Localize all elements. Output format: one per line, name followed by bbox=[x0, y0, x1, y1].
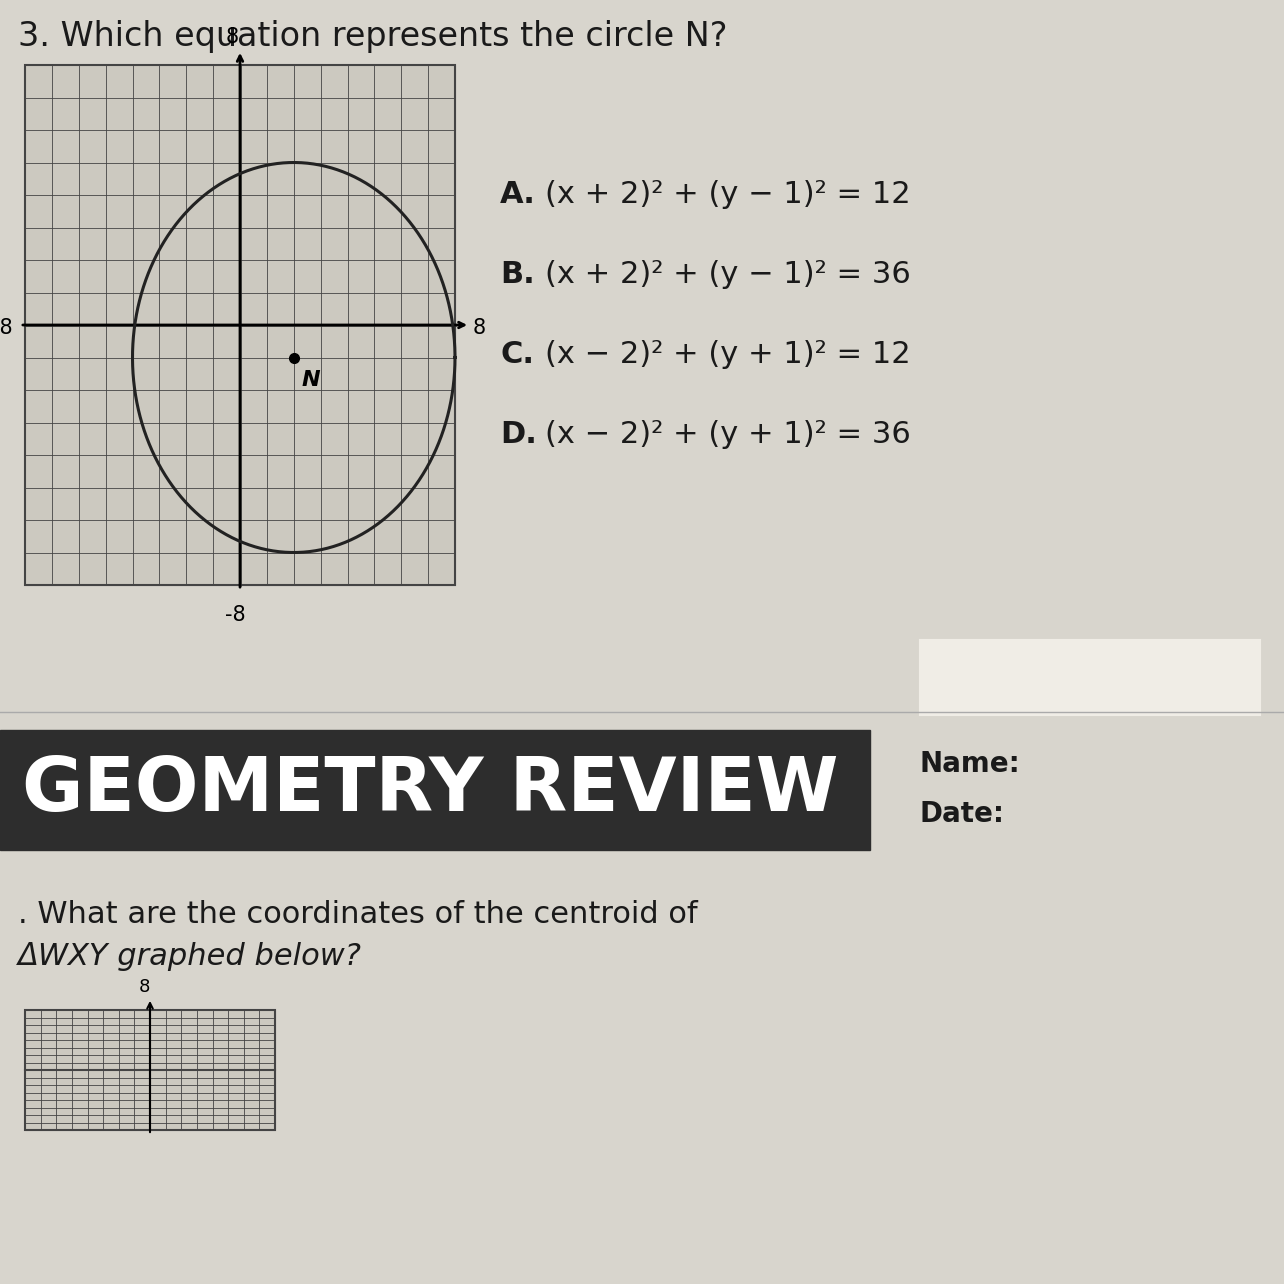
Text: -8: -8 bbox=[0, 318, 13, 338]
Text: D.: D. bbox=[499, 420, 537, 449]
Text: (x − 2)² + (y + 1)² = 36: (x − 2)² + (y + 1)² = 36 bbox=[544, 420, 910, 449]
Text: ΔWXY graphed below?: ΔWXY graphed below? bbox=[18, 942, 362, 971]
Bar bbox=[921, 639, 1260, 715]
Text: 8: 8 bbox=[226, 27, 239, 48]
Text: N: N bbox=[302, 370, 321, 389]
Bar bbox=[24, 1011, 275, 1130]
Text: (x + 2)² + (y − 1)² = 36: (x + 2)² + (y − 1)² = 36 bbox=[544, 259, 910, 289]
Text: 8: 8 bbox=[473, 318, 487, 338]
Bar bbox=[24, 65, 455, 586]
Bar bbox=[24, 1011, 275, 1130]
Bar bbox=[0, 731, 871, 850]
Text: Name:: Name: bbox=[921, 750, 1021, 778]
Text: 8: 8 bbox=[139, 978, 150, 996]
Text: A.: A. bbox=[499, 180, 535, 209]
Text: B.: B. bbox=[499, 259, 534, 289]
Text: . What are the coordinates of the centroid of: . What are the coordinates of the centro… bbox=[18, 900, 697, 930]
Text: Date:: Date: bbox=[921, 800, 1005, 828]
Text: (x + 2)² + (y − 1)² = 12: (x + 2)² + (y − 1)² = 12 bbox=[544, 180, 910, 209]
Text: -8: -8 bbox=[225, 605, 245, 625]
Text: GEOMETRY REVIEW: GEOMETRY REVIEW bbox=[22, 754, 838, 827]
Bar bbox=[24, 65, 455, 586]
Text: 3. Which equation represents the circle N?: 3. Which equation represents the circle … bbox=[18, 21, 728, 53]
Text: C.: C. bbox=[499, 340, 534, 369]
Text: (x − 2)² + (y + 1)² = 12: (x − 2)² + (y + 1)² = 12 bbox=[544, 340, 910, 369]
